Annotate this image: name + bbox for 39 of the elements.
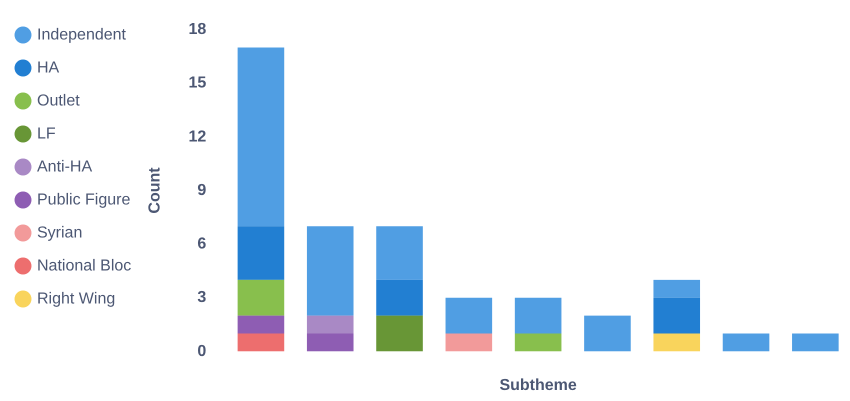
y-tick-label: 3 — [197, 289, 206, 306]
y-tick-label: 12 — [188, 128, 206, 146]
legend-label: Right Wing — [37, 290, 116, 308]
y-tick-label: 18 — [188, 21, 206, 38]
y-tick-label: 6 — [197, 236, 206, 253]
bar — [376, 226, 423, 280]
bar — [792, 334, 839, 352]
legend-label: National Bloc — [37, 257, 132, 274]
bar — [446, 334, 492, 352]
bar — [238, 226, 284, 280]
bar — [238, 334, 284, 352]
bar — [514, 298, 562, 334]
legend-label: Public Figure — [37, 191, 130, 208]
bar — [446, 298, 492, 334]
legend-label: Outlet — [37, 92, 80, 110]
bar — [653, 334, 700, 352]
y-tick-label: 15 — [188, 74, 206, 92]
y-tick-label: 0 — [197, 342, 206, 360]
legend-label: Syrian — [37, 224, 82, 242]
bar — [722, 334, 770, 352]
bar — [584, 316, 631, 352]
legend-label: Anti-HA — [37, 158, 92, 176]
bar — [306, 334, 354, 352]
legend-label: Independent — [37, 26, 127, 44]
bar — [306, 316, 354, 334]
bar — [306, 226, 354, 316]
bar — [514, 334, 562, 352]
bar — [653, 298, 700, 334]
bar — [653, 280, 700, 298]
y-tick-label: 9 — [197, 182, 206, 199]
x-axis-title: Subtheme — [499, 376, 577, 394]
bar — [238, 316, 284, 334]
bar — [376, 316, 423, 352]
legend-label: LF — [37, 125, 56, 142]
bar — [376, 280, 423, 316]
y-axis-title: Count — [146, 166, 164, 214]
bar — [238, 47, 284, 226]
legend-label: HA — [37, 59, 60, 76]
bar — [238, 280, 284, 316]
